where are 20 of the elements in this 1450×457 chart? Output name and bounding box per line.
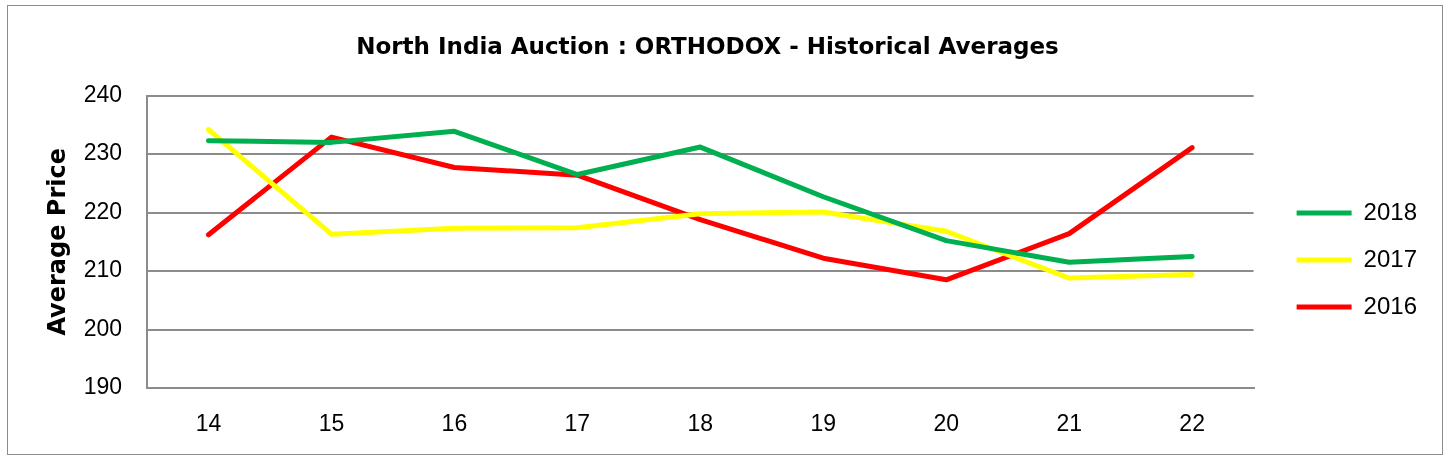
y-tick-label: 210 — [83, 256, 122, 283]
y-tick-label: 200 — [83, 314, 122, 341]
y-tick-label: 190 — [83, 373, 122, 400]
legend-label: 2018 — [1363, 197, 1417, 225]
y-tick-label: 240 — [83, 80, 122, 107]
x-tick-label: 20 — [933, 410, 960, 437]
y-tick-label: 220 — [83, 197, 122, 224]
y-axis-title: Average Price — [42, 147, 71, 336]
x-tick-label: 17 — [564, 410, 591, 437]
chart-title: North India Auction : ORTHODOX - Historical Averages — [356, 32, 1059, 59]
x-tick-label: 16 — [441, 410, 468, 437]
x-tick-label: 15 — [318, 410, 345, 437]
legend-label: 2017 — [1363, 244, 1417, 272]
legend-label: 2016 — [1363, 291, 1417, 319]
y-tick-label: 230 — [83, 139, 122, 166]
x-tick-label: 22 — [1179, 410, 1205, 437]
x-tick-label: 14 — [195, 410, 222, 437]
x-tick-label: 21 — [1056, 410, 1082, 437]
x-tick-label: 19 — [810, 410, 837, 437]
x-tick-label: 18 — [687, 410, 714, 437]
